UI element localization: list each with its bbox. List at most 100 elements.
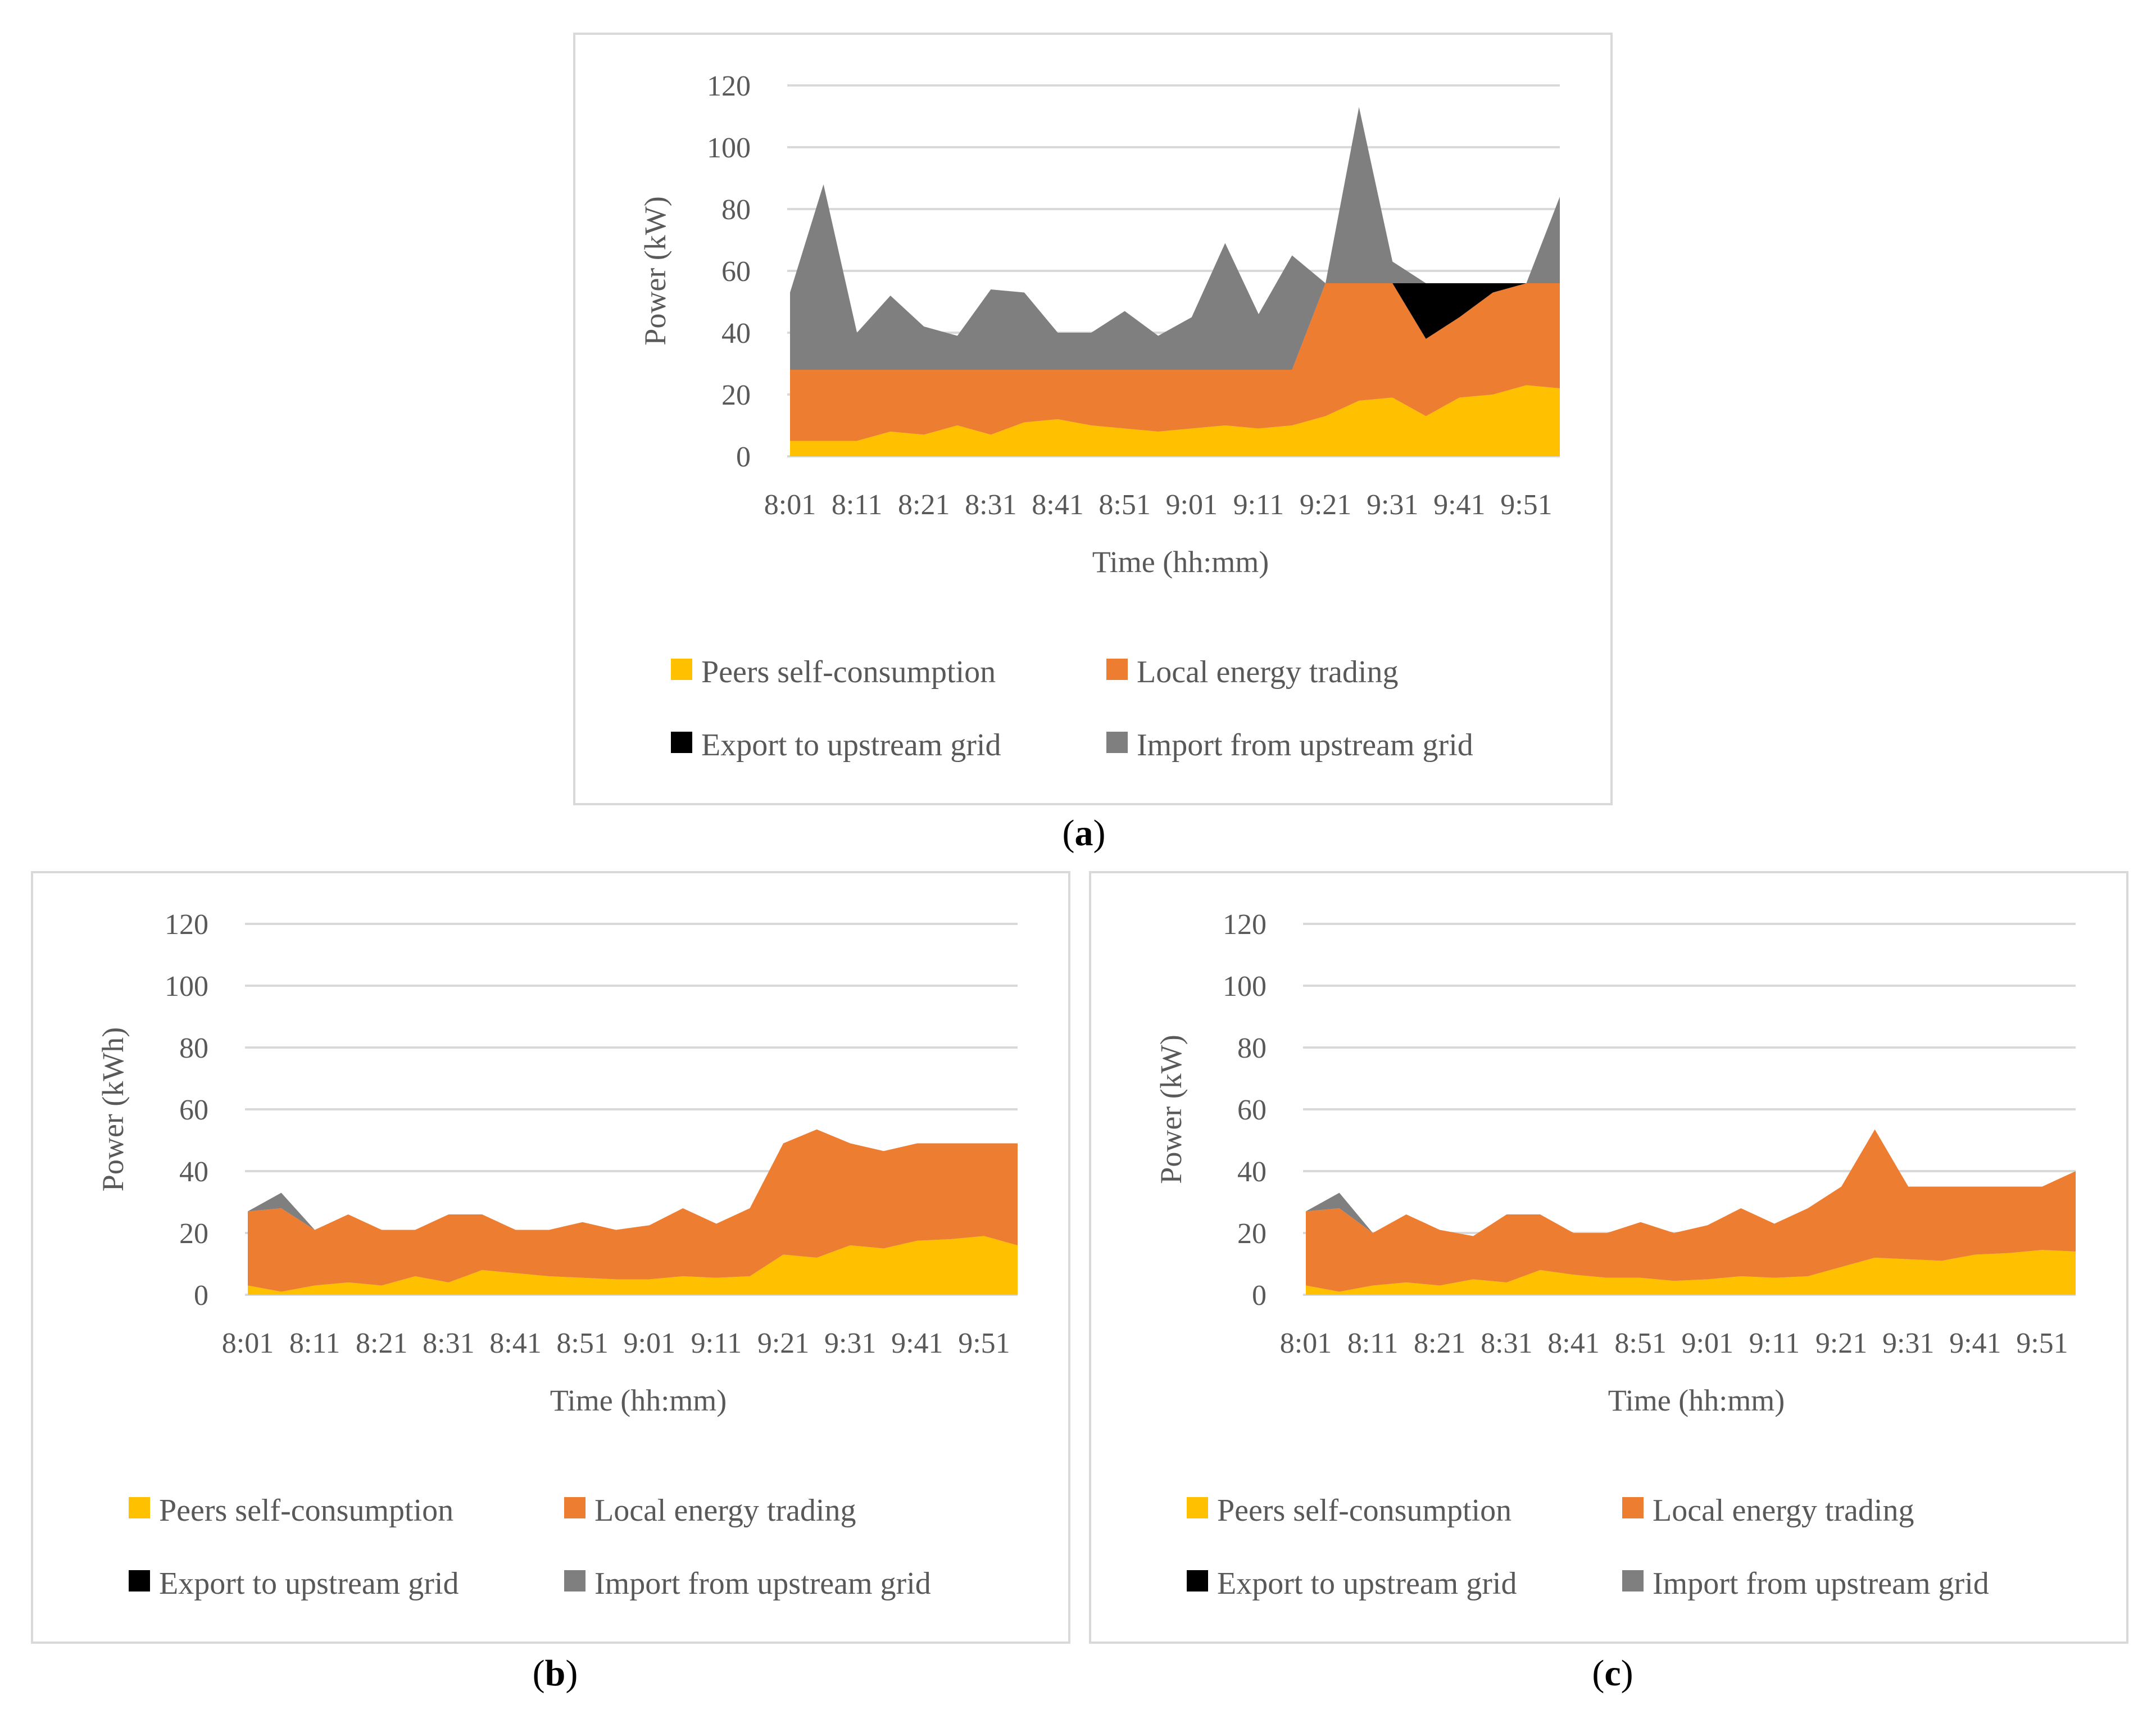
legend-label-export: Export to upstream grid [159, 1566, 459, 1601]
x-tick-label: 8:11 [289, 1327, 341, 1359]
area-trading [248, 1129, 1018, 1292]
y-axis-title: Power (kW) [638, 196, 672, 345]
x-tick-label: 9:31 [1882, 1327, 1934, 1359]
x-tick-label: 8:11 [1347, 1327, 1399, 1359]
chart-c-svg: 0 20 40 60 80 100 120 8:01 8:11 8:21 8:31 8:41 8:51 9… [1154, 909, 2076, 1601]
x-axis-title: Time (hh:mm) [1092, 545, 1269, 579]
legend-label-import: Import from upstream grid [594, 1566, 931, 1601]
caption-c-letter: c [1604, 1653, 1621, 1694]
area-self [248, 1236, 1018, 1295]
chart-a-svg: 0 20 40 60 80 100 120 8:01 8:11 8:21 8:31 8:41 8:51 9… [638, 70, 1560, 763]
caption-c: (c) [1592, 1653, 1633, 1694]
x-tick-label: 8:01 [1280, 1327, 1332, 1359]
y-tick-label: 40 [721, 318, 751, 350]
chart-b-svg: 0 20 40 60 80 100 120 8:01 8:11 8:21 8:31 8:41 8:51 9… [96, 909, 1018, 1601]
x-tick-label: 9:51 [1500, 489, 1552, 521]
y-tick-label: 20 [721, 379, 751, 411]
chart-panel-c: 0 20 40 60 80 100 120 8:01 8:11 8:21 8:31 8:41 8:51 9… [1089, 871, 2128, 1644]
y-tick-label: 0 [194, 1280, 208, 1312]
legend-label-trading: Local energy trading [1137, 655, 1398, 690]
x-tick-label: 8:31 [1481, 1327, 1532, 1359]
y-tick-label: 40 [179, 1156, 208, 1188]
y-tick-label: 20 [179, 1218, 208, 1250]
area-trading [790, 283, 1560, 441]
y-tick-label: 80 [179, 1032, 208, 1064]
legend-swatch-export [129, 1570, 150, 1591]
area-trading [1306, 1129, 2076, 1292]
legend-label-export: Export to upstream grid [1217, 1566, 1517, 1601]
legend-label-self: Peers self-consumption [159, 1493, 453, 1528]
legend-swatch-trading [564, 1497, 585, 1518]
legend-label-self: Peers self-consumption [1217, 1493, 1512, 1528]
x-tick-label: 9:41 [1949, 1327, 2001, 1359]
y-tick-label: 100 [1223, 971, 1267, 1003]
y-tick-label: 60 [179, 1094, 208, 1126]
y-tick-label: 80 [1237, 1032, 1267, 1064]
caption-a-letter: a [1074, 813, 1093, 854]
area-self [790, 385, 1560, 456]
y-tick-label: 20 [1237, 1218, 1267, 1250]
x-tick-label: 8:21 [898, 489, 950, 521]
legend-swatch-import [564, 1570, 585, 1591]
x-tick-label: 8:41 [1032, 489, 1083, 521]
legend-swatch-export [671, 732, 692, 753]
area-export [790, 283, 1560, 370]
legend-swatch-self [129, 1497, 150, 1518]
x-tick-label: 9:01 [1682, 1327, 1733, 1359]
x-tick-label: 9:11 [1749, 1327, 1800, 1359]
x-tick-label: 9:41 [891, 1327, 943, 1359]
x-tick-label: 8:11 [832, 489, 883, 521]
x-tick-label: 8:21 [1414, 1327, 1465, 1359]
x-tick-label: 9:31 [824, 1327, 876, 1359]
x-axis-title: Time (hh:mm) [550, 1384, 727, 1417]
y-tick-label: 60 [1237, 1094, 1267, 1126]
y-tick-label: 80 [721, 194, 751, 226]
x-tick-label: 9:31 [1367, 489, 1418, 521]
legend-label-import: Import from upstream grid [1137, 728, 1473, 763]
legend-swatch-import [1106, 732, 1128, 753]
x-tick-label: 8:01 [222, 1327, 274, 1359]
x-tick-label: 9:21 [1815, 1327, 1867, 1359]
legend-label-trading: Local energy trading [1653, 1493, 1914, 1528]
caption-a: (a) [1062, 813, 1106, 854]
x-tick-label: 8:51 [1099, 489, 1150, 521]
legend-label-import: Import from upstream grid [1653, 1566, 1989, 1601]
x-tick-label: 8:31 [423, 1327, 474, 1359]
x-tick-label: 8:41 [1547, 1327, 1599, 1359]
x-tick-label: 9:01 [1166, 489, 1218, 521]
y-axis-title: Power (kW) [1154, 1035, 1188, 1184]
x-tick-label: 9:51 [2016, 1327, 2068, 1359]
legend-swatch-import [1622, 1570, 1644, 1591]
x-tick-label: 8:21 [356, 1327, 407, 1359]
x-tick-label: 9:11 [1233, 489, 1284, 521]
y-tick-label: 120 [165, 909, 208, 941]
y-axis-title: Power (kWh) [96, 1027, 130, 1191]
x-tick-label: 8:41 [489, 1327, 541, 1359]
chart-panel-a: 0 20 40 60 80 100 120 8:01 8:11 8:21 8:31 8:41 8:51 9… [573, 33, 1613, 805]
chart-panel-b: 0 20 40 60 80 100 120 8:01 8:11 8:21 8:31 8:41 8:51 9… [31, 871, 1070, 1644]
y-tick-label: 120 [1223, 909, 1267, 941]
x-tick-label: 8:31 [965, 489, 1016, 521]
x-tick-label: 9:41 [1433, 489, 1485, 521]
x-axis-title: Time (hh:mm) [1608, 1384, 1785, 1417]
y-tick-label: 40 [1237, 1156, 1267, 1188]
legend-label-trading: Local energy trading [594, 1493, 856, 1528]
legend-label-export: Export to upstream grid [701, 728, 1001, 763]
legend-label-self: Peers self-consumption [701, 655, 996, 690]
y-tick-label: 0 [1252, 1280, 1267, 1312]
x-tick-label: 8:51 [556, 1327, 608, 1359]
legend-swatch-export [1187, 1570, 1208, 1591]
legend-swatch-trading [1622, 1497, 1644, 1518]
area-import [790, 107, 1560, 370]
y-tick-label: 100 [165, 971, 208, 1003]
caption-b-letter: b [544, 1653, 566, 1694]
y-tick-label: 100 [707, 132, 751, 164]
caption-b: (b) [532, 1653, 578, 1694]
area-self [1306, 1250, 2076, 1295]
legend-swatch-self [671, 659, 692, 680]
x-tick-label: 9:11 [691, 1327, 742, 1359]
legend-swatch-trading [1106, 659, 1128, 680]
y-tick-label: 0 [736, 441, 751, 473]
x-tick-label: 8:01 [764, 489, 816, 521]
y-tick-label: 120 [707, 70, 751, 102]
